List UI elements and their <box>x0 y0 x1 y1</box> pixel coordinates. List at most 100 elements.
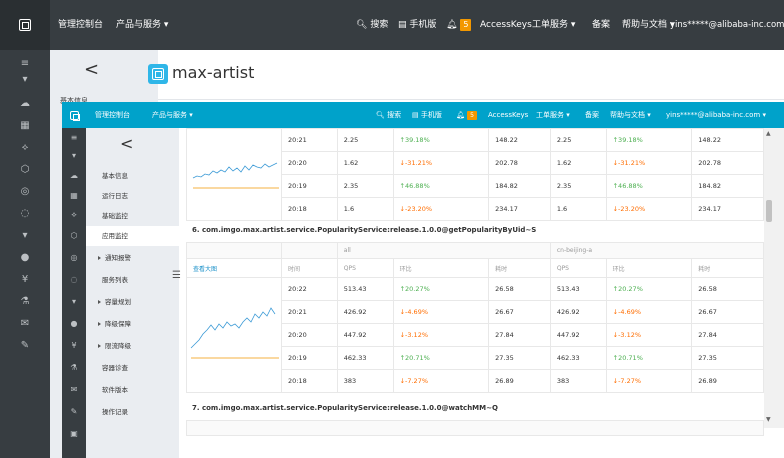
table-cell: ↑20.71% <box>605 346 693 370</box>
menu-toggle-icon[interactable]: ≡ <box>20 57 30 69</box>
table-cell: 383 <box>336 369 394 393</box>
inner-products-menu[interactable]: 产品与服务 ▾ <box>152 111 193 119</box>
scroll-down-arrow-icon[interactable]: ▼ <box>766 416 771 423</box>
dashboard-icon[interactable]: ▦ <box>20 119 30 131</box>
flask-icon[interactable]: ⚗ <box>20 295 30 307</box>
console-logo-icon[interactable] <box>0 0 50 50</box>
main-scrollbar[interactable] <box>764 128 784 428</box>
notification-button[interactable]: 🔔︎ 5 <box>446 0 472 50</box>
table-cell: 234.17 <box>488 197 551 221</box>
outer-back-button[interactable]: < <box>84 59 100 80</box>
record-link[interactable]: 备案 <box>592 20 611 30</box>
inner-globe-icon[interactable]: ◎ <box>70 252 78 262</box>
inner-help-menu[interactable]: 帮助与文档 ▾ <box>610 111 651 119</box>
nav-item-degrade[interactable]: 降级保障 <box>86 314 179 334</box>
inner-search-button[interactable]: 🔍︎ 搜索 <box>376 102 401 128</box>
main-scrollbar-thumb[interactable] <box>766 200 772 222</box>
sidebar-collapse-icon[interactable]: ☰ <box>172 270 181 281</box>
nav-item-degrade-label: 降级保障 <box>105 320 131 328</box>
search-button[interactable]: 🔍︎ 搜索 <box>356 0 388 50</box>
inner-cube-icon[interactable]: ⬡ <box>70 230 78 240</box>
nav-item-basic-monitor[interactable]: 基础监控 <box>102 212 128 220</box>
nav-item-app-monitor[interactable]: 应用监控 <box>86 226 179 246</box>
console-home-link[interactable]: 管理控制台 <box>58 20 104 30</box>
cube-icon[interactable]: ⬡ <box>20 163 30 175</box>
column-header-ratio-region: 环比 <box>605 258 693 278</box>
inner-back-button[interactable]: < <box>120 134 134 153</box>
globe-icon[interactable]: ◎ <box>20 185 30 197</box>
group-header-region: cn-beijing-a <box>549 242 764 259</box>
table-cell: 513.43 <box>549 277 607 301</box>
ticket-menu[interactable]: 工单服务 ▾ <box>532 20 576 30</box>
nav-item-software-version[interactable]: 软件版本 <box>102 386 128 394</box>
outer-nav-item-basic-info[interactable]: 基本信息 <box>60 97 88 105</box>
cloud-icon[interactable]: ☁ <box>20 97 30 109</box>
inner-record-link[interactable]: 备案 <box>585 111 599 119</box>
inner-code-icon[interactable]: ⟡ <box>71 210 77 219</box>
mobile-link[interactable]: ▤ 手机版 <box>398 0 436 50</box>
inner-box-icon[interactable]: ▣ <box>70 428 78 438</box>
outer-top-bar: 管理控制台 产品与服务 ▾ 🔍︎ 搜索 ▤ 手机版 🔔︎ 5 AccessKey… <box>0 0 784 50</box>
inner-top-bar: 管理控制台 产品与服务 ▾ 🔍︎ 搜索 ▤ 手机版 🔔︎ 5 AccessKey… <box>62 102 784 128</box>
section5-sparkline[interactable] <box>187 130 281 218</box>
section5-sparkline-cell[interactable] <box>186 128 282 221</box>
nav-item-basic-info[interactable]: 基本信息 <box>102 172 128 180</box>
nav-item-operation-log[interactable]: 操作记录 <box>102 408 128 416</box>
inner-mobile-link[interactable]: ▤ 手机版 <box>412 102 442 128</box>
nav-item-capacity-label: 容量规划 <box>105 298 131 306</box>
table-cell: 202.78 <box>691 151 764 175</box>
inner-user-icon[interactable]: ● <box>70 318 78 328</box>
mail-icon[interactable]: ✉ <box>20 317 30 329</box>
section6-sparkline[interactable] <box>187 278 281 390</box>
table-cell: ↓-4.69% <box>605 300 693 324</box>
expand-icon[interactable]: ▾ <box>22 229 28 241</box>
accesskeys-link[interactable]: AccessKeys <box>480 20 532 30</box>
products-menu[interactable]: 产品与服务 ▾ <box>116 20 169 30</box>
nav-item-container-check[interactable]: 容器诊查 <box>102 364 128 372</box>
inner-cycle-icon[interactable]: ◌ <box>70 274 78 284</box>
inner-menu-toggle-icon[interactable]: ≡ <box>70 132 78 142</box>
table-cell: 20:19 <box>281 174 338 198</box>
inner-console-logo-icon[interactable] <box>64 102 84 128</box>
table-group-header-row: all cn-beijing-a <box>186 242 764 259</box>
inner-console-home-link[interactable]: 管理控制台 <box>95 111 130 119</box>
inner-accesskeys-link[interactable]: AccessKeys <box>488 111 529 119</box>
inner-notification-button[interactable]: 🔔︎ 5 <box>456 102 477 128</box>
table-cell: 27.84 <box>691 323 764 347</box>
code-icon[interactable]: ⟡ <box>21 141 29 153</box>
pen-icon[interactable]: ✎ <box>20 339 30 351</box>
inner-cloud-icon[interactable]: ☁ <box>70 170 78 180</box>
section5-table: 20:21 2.25 ↑39.18% 148.22 2.25 ↑39.18% 1… <box>186 128 764 221</box>
table-cell <box>281 242 338 259</box>
yen-icon[interactable]: ¥ <box>21 273 29 285</box>
table-cell: ↓-7.27% <box>605 369 693 393</box>
inner-user-account-menu[interactable]: yins*****@alibaba-inc.com ▾ <box>666 111 766 119</box>
inner-flask-icon[interactable]: ⚗ <box>70 362 78 372</box>
nav-item-alerts-label: 通知报警 <box>105 254 131 262</box>
scroll-up-arrow-icon[interactable]: ▲ <box>766 130 771 137</box>
user-account-menu[interactable]: yins*****@alibaba-inc.com <box>670 20 784 30</box>
cycle-icon[interactable]: ◌ <box>20 207 30 219</box>
table-cell: ↓-4.69% <box>392 300 490 324</box>
nav-item-run-log[interactable]: 运行日志 <box>102 192 128 200</box>
view-large-chart-link[interactable]: 查看大图 <box>186 258 282 278</box>
inner-yen-icon[interactable]: ¥ <box>71 340 77 350</box>
inner-pen-icon[interactable]: ✎ <box>70 406 78 416</box>
inner-expand-icon[interactable]: ▾ <box>71 296 76 306</box>
table-cell: 26.58 <box>691 277 764 301</box>
nav-item-rate-limit[interactable]: 限流降级 <box>86 336 179 356</box>
help-menu[interactable]: 帮助与文档 ▾ <box>622 20 675 30</box>
collapse-chevron-icon[interactable]: ▾ <box>22 73 28 85</box>
nav-item-capacity[interactable]: 容量规划 <box>86 292 179 312</box>
user-icon[interactable]: ● <box>20 251 30 263</box>
nav-item-service-list[interactable]: 服务列表 <box>102 276 128 284</box>
inner-mail-icon[interactable]: ✉ <box>70 384 78 394</box>
inner-ticket-menu[interactable]: 工单服务 ▾ <box>536 111 570 119</box>
nav-item-alerts[interactable]: 通知报警 <box>86 248 179 268</box>
inner-collapse-chevron-icon[interactable]: ▾ <box>71 150 76 160</box>
table-cell: 148.22 <box>691 128 764 152</box>
inner-mobile-icon: ▤ <box>412 111 419 119</box>
section6-sparkline-cell[interactable] <box>186 277 282 393</box>
inner-dashboard-icon[interactable]: ▦ <box>70 190 78 200</box>
table-row: 20:22 513.43 ↑20.27% 26.58 513.43 ↑20.27… <box>186 277 764 393</box>
